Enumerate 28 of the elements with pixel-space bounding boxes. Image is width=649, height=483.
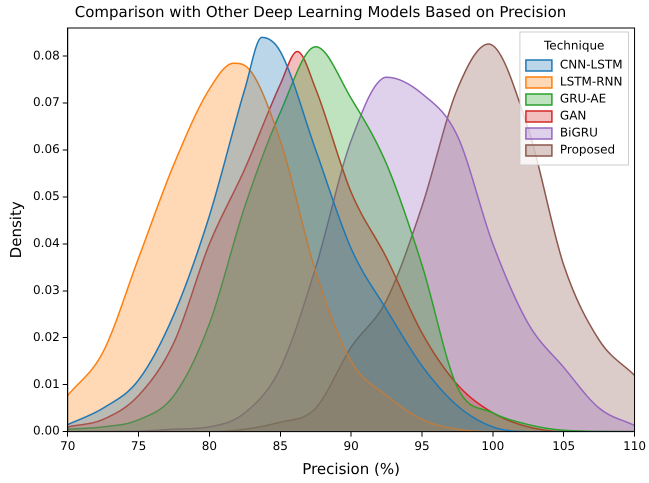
x-tick-label: 90 [343,438,359,453]
legend-label: GAN [560,108,586,123]
y-tick-label: 0.02 [33,330,60,344]
y-tick-label: 0.04 [33,236,60,250]
x-tick-label: 110 [623,438,646,453]
y-tick-label: 0.06 [33,142,60,156]
legend-label: LSTM-RNN [560,74,623,89]
legend-label: BiGRU [560,126,598,140]
y-axis-title: Density [6,201,25,258]
legend-label: Proposed [560,142,616,157]
x-tick-label: 105 [552,438,576,453]
chart-title: Comparison with Other Deep Learning Models Based on Precision [74,2,566,21]
legend-title: Technique [543,38,604,53]
x-axis-title: Precision (%) [302,460,400,478]
y-tick-label: 0.01 [33,376,60,391]
x-tick-label: 70 [60,438,76,453]
y-tick-label: 0.00 [33,424,60,438]
y-tick-label: 0.03 [33,282,60,297]
x-tick-label: 75 [130,438,146,453]
legend-label: CNN-LSTM [560,58,623,72]
legend-label: GRU-AE [560,92,606,106]
y-tick-label: 0.07 [33,95,60,110]
x-tick-label: 100 [481,438,504,453]
x-tick-label: 85 [272,438,288,453]
y-tick-label: 0.08 [33,48,60,62]
x-tick-label: 80 [202,438,218,453]
y-tick-label: 0.05 [33,189,60,204]
x-tick-label: 95 [414,438,430,453]
